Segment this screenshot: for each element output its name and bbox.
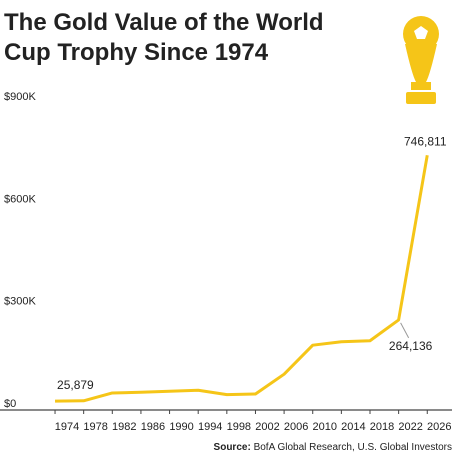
data-line [55, 154, 429, 403]
chart-title: The Gold Value of the World [4, 9, 324, 36]
x-tick-label: 2018 [370, 421, 394, 433]
source-label: Source: [214, 442, 251, 453]
y-tick-label: $300K [4, 296, 36, 308]
source-text: BofA Global Research, U.S. Global Invest… [254, 442, 452, 453]
x-tick-label: 2002 [255, 421, 279, 433]
x-tick-label: 1994 [198, 421, 222, 433]
x-tick-label: 1998 [227, 421, 251, 433]
leader-line [400, 322, 410, 339]
x-tick-label: 2014 [341, 421, 365, 433]
y-tick-label: $600K [4, 193, 36, 205]
x-tick-label: 1990 [169, 421, 193, 433]
x-tick-label: 1986 [141, 421, 165, 433]
x-tick-label: 1978 [83, 421, 107, 433]
y-tick-label: $900K [4, 91, 36, 103]
x-tick-label: 2006 [284, 421, 308, 433]
chart-title: Cup Trophy Since 1974 [4, 39, 269, 66]
x-tick-label: 1974 [55, 421, 79, 433]
source-note: Source: BofA Global Research, U.S. Globa… [214, 442, 452, 453]
value-label: 264,136 [389, 339, 433, 353]
x-tick-label: 1982 [112, 421, 136, 433]
value-label: 746,811 [404, 134, 447, 148]
x-tick-label: 2022 [398, 421, 422, 433]
trophy-icon [403, 16, 439, 104]
value-label: 25,879 [57, 378, 94, 392]
x-tick-label: 2010 [312, 421, 336, 433]
y-tick-label: $0 [4, 398, 16, 410]
x-tick-label: 2026 [427, 421, 451, 433]
